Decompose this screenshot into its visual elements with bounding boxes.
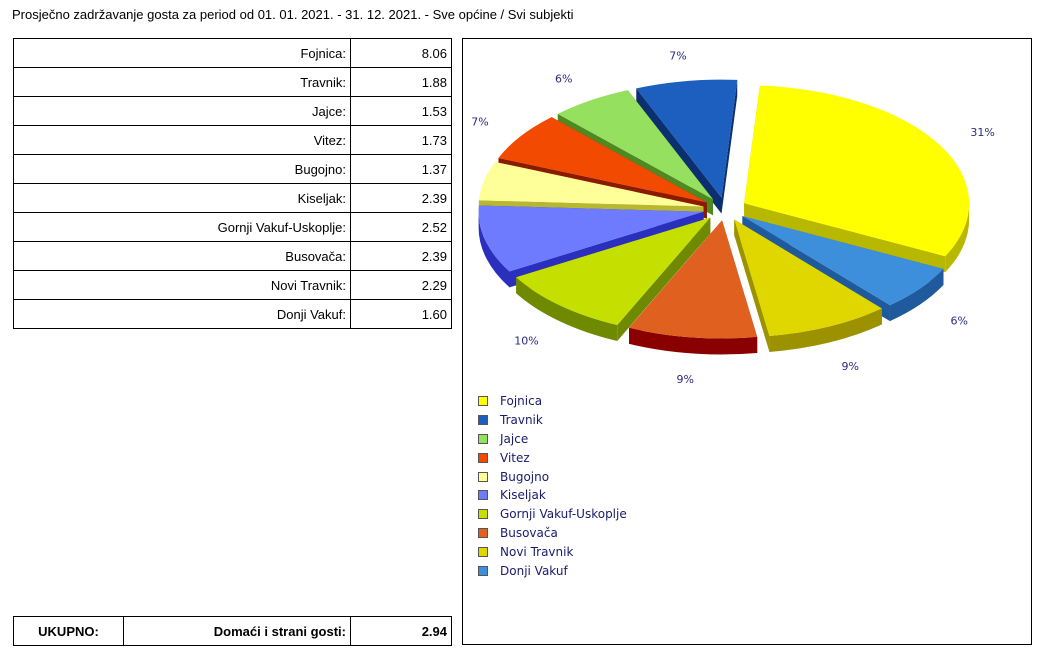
legend-label: Gornji Vakuf-Uskoplje: [500, 507, 627, 522]
total-sublabel: Domaći i strani gosti:: [123, 616, 351, 646]
pie-slice-fojnica: [744, 85, 970, 273]
table-row: Donji Vakuf: 1.60: [13, 299, 452, 329]
legend-item: Fojnica: [478, 392, 627, 411]
row-name: Busovača:: [13, 241, 351, 271]
legend-item: Gornji Vakuf-Uskoplje: [478, 505, 627, 524]
row-value: 2.39: [350, 183, 452, 213]
legend-swatch: [478, 415, 488, 426]
legend-swatch: [478, 565, 488, 576]
row-value: 1.88: [350, 67, 452, 97]
row-value: 1.37: [350, 154, 452, 184]
row-name: Donji Vakuf:: [13, 299, 351, 329]
legend-swatch: [478, 509, 488, 520]
total-value: 2.94: [350, 616, 452, 646]
row-name: Novi Travnik:: [13, 270, 351, 300]
pie-slice-travnik: [636, 79, 738, 214]
row-name: Kiseljak:: [13, 183, 351, 213]
legend-item: Donji Vakuf: [478, 561, 627, 580]
data-table: Fojnica: 8.06 Travnik: 1.88 Jajce: 1.53 Vitez:…: [13, 38, 452, 329]
pie-percent-label: 6%: [950, 314, 967, 327]
pie-percent-label: 6%: [555, 73, 572, 86]
table-row: Novi Travnik: 2.29: [13, 270, 452, 300]
table-row: Bugojno: 1.37: [13, 154, 452, 184]
pie-percent-label: 9%: [842, 360, 859, 373]
legend-item: Kiseljak: [478, 486, 627, 505]
pie-percent-label: 7%: [669, 49, 686, 62]
row-name: Jajce:: [13, 96, 351, 126]
total-label: UKUPNO:: [13, 616, 124, 646]
legend-swatch: [478, 490, 488, 501]
page-title: Prosječno zadržavanje gosta za period od…: [12, 7, 574, 22]
row-name: Gornji Vakuf-Uskoplje:: [13, 212, 351, 242]
row-name: Bugojno:: [13, 154, 351, 184]
legend-label: Fojnica: [500, 394, 543, 409]
row-value: 2.39: [350, 241, 452, 271]
legend-label: Donji Vakuf: [500, 563, 568, 578]
row-name: Travnik:: [13, 67, 351, 97]
table-row: Kiseljak: 2.39: [13, 183, 452, 213]
pie-slice-novi-travnik: [734, 219, 882, 353]
legend-swatch: [478, 452, 488, 463]
legend-item: Travnik: [478, 411, 627, 430]
legend-label: Bugojno: [500, 469, 550, 484]
legend-label: Novi Travnik: [500, 544, 574, 559]
chart-box: 31%6%9%9%10%9%5%7%6%7% FojnicaTravnikJaj…: [462, 38, 1032, 645]
total-row: UKUPNO: Domaći i strani gosti: 2.94: [13, 616, 452, 646]
table-row: Vitez: 1.73: [13, 125, 452, 155]
pie-percent-label: 9%: [676, 373, 693, 386]
row-value: 1.60: [350, 299, 452, 329]
legend-label: Jajce: [500, 431, 529, 446]
legend-swatch: [478, 546, 488, 557]
table-row: Travnik: 1.88: [13, 67, 452, 97]
legend-swatch: [478, 527, 488, 538]
total-table: UKUPNO: Domaći i strani gosti: 2.94: [13, 616, 452, 646]
pie-chart: 31%6%9%9%10%9%5%7%6%7%: [471, 49, 995, 386]
legend-item: Busovača: [478, 524, 627, 543]
legend-swatch: [478, 433, 488, 444]
pie-percent-label: 7%: [471, 115, 488, 128]
legend-item: Bugojno: [478, 467, 627, 486]
row-value: 8.06: [350, 38, 452, 68]
legend-item: Vitez: [478, 448, 627, 467]
pie-percent-label: 31%: [970, 126, 994, 139]
table-row: Busovača: 2.39: [13, 241, 452, 271]
legend-item: Novi Travnik: [478, 542, 627, 561]
legend-label: Kiseljak: [500, 488, 546, 503]
table-row: Gornji Vakuf-Uskoplje: 2.52: [13, 212, 452, 242]
row-value: 2.52: [350, 212, 452, 242]
table-row: Jajce: 1.53: [13, 96, 452, 126]
legend-label: Travnik: [500, 413, 543, 428]
legend-label: Vitez: [500, 450, 530, 465]
table-row: Fojnica: 8.06: [13, 38, 452, 68]
legend-swatch: [478, 396, 488, 407]
pie-percent-label: 10%: [514, 335, 538, 348]
chart-legend: Fojnica Travnik Jajce Vitez Bugojno Kiseljak G…: [478, 392, 627, 580]
row-name: Vitez:: [13, 125, 351, 155]
legend-swatch: [478, 471, 488, 482]
legend-item: Jajce: [478, 430, 627, 449]
pie-slice-gornji-vakuf-uskoplje: [516, 217, 711, 342]
legend-label: Busovača: [500, 525, 558, 540]
row-value: 1.53: [350, 96, 452, 126]
pie-slice-busova-a: [629, 220, 758, 355]
row-value: 1.73: [350, 125, 452, 155]
row-value: 2.29: [350, 270, 452, 300]
row-name: Fojnica:: [13, 38, 351, 68]
